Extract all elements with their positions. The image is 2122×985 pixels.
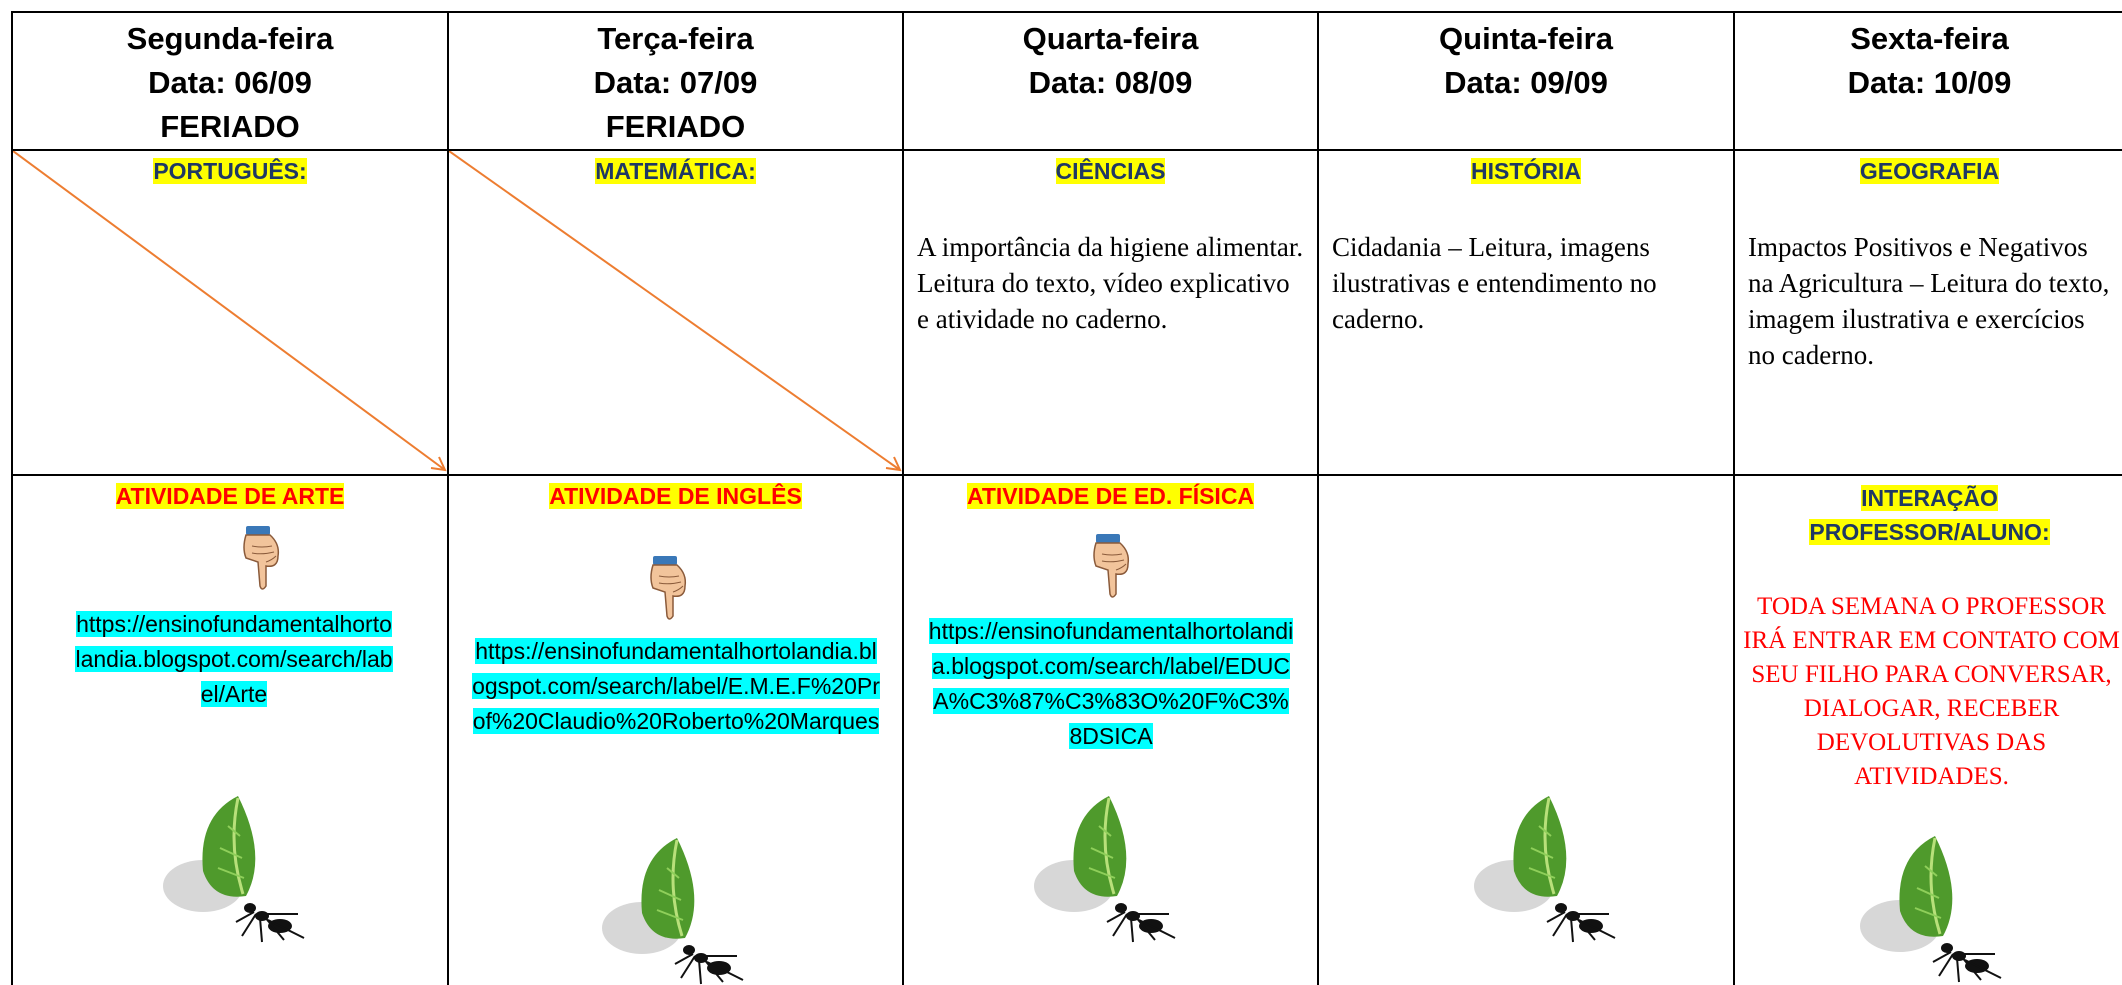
subject-label: HISTÓRIA	[1320, 156, 1732, 186]
activity-row: ATIVIDADE DE ARTE https://ensinofundamen…	[11, 474, 2122, 985]
subject-cell: MATEMÁTICA:	[447, 149, 904, 476]
pointing-hand-icon	[1088, 534, 1134, 600]
activity-cell: ATIVIDADE DE INGLÊS https://ensinofundam…	[447, 474, 904, 985]
description: Cidadania – Leitura, imagens ilustrativa…	[1332, 232, 1657, 334]
note: FERIADO	[605, 109, 746, 144]
description: A importância da higiene alimentar. Leit…	[917, 232, 1304, 334]
day: Sexta-feira	[1850, 21, 2009, 56]
pointing-hand-icon	[238, 526, 284, 592]
activity-cell: ATIVIDADE DE ED. FÍSICA https://ensinofu…	[902, 474, 1319, 985]
subject-label: MATEMÁTICA:	[450, 156, 901, 186]
activity-label: ATIVIDADE DE ED. FÍSICA	[905, 481, 1316, 511]
link-block: https://ensinofundamentalhortolandia.blo…	[471, 634, 881, 739]
activity-cell: ATIVIDADE DE ARTE https://ensinofundamen…	[11, 474, 449, 985]
subject: PORTUGUÊS:	[153, 158, 307, 184]
subject-cell: HISTÓRIA Cidadania – Leitura, imagens il…	[1317, 149, 1735, 476]
subject-label: PORTUGUÊS:	[14, 156, 446, 186]
date: Data: 09/09	[1444, 65, 1608, 100]
activity-label: INTERAÇÃO PROFESSOR/ALUNO:	[1795, 481, 2064, 549]
activity-label: ATIVIDADE DE INGLÊS	[450, 481, 901, 511]
link: https://ensinofundamentalhortolandia.blo…	[472, 638, 880, 734]
subject: GEOGRAFIA	[1859, 158, 2000, 184]
activity: ATIVIDADE DE INGLÊS	[549, 483, 802, 509]
ant-leaf-image	[158, 786, 308, 946]
subject-cell: CIÊNCIAS A importância da higiene alimen…	[902, 149, 1319, 476]
link: https://ensinofundamentalhortolandia.blo…	[75, 611, 393, 707]
link-block: https://ensinofundamentalhortolandia.blo…	[928, 614, 1294, 754]
activity-cell: INTERAÇÃO PROFESSOR/ALUNO: TODA SEMANA O…	[1733, 474, 2122, 985]
pointing-hand-icon	[645, 556, 691, 622]
subject: MATEMÁTICA:	[595, 158, 756, 184]
subject-row: PORTUGUÊS: MATEMÁTICA: CIÊNCIAS A import…	[11, 149, 2122, 476]
schedule-table: Segunda-feira Data: 06/09 FERIADO Terça-fe…	[11, 11, 2122, 985]
day: Quinta-feira	[1439, 21, 1613, 56]
header-cell: Quarta-feira Data: 08/09	[902, 11, 1319, 151]
activity: ATIVIDADE DE ED. FÍSICA	[966, 483, 1255, 509]
day: Segunda-feira	[126, 21, 334, 56]
header-cell: Terça-feira Data: 07/09 FERIADO	[447, 11, 904, 151]
strike-arrow	[450, 152, 901, 472]
header-cell: Sexta-feira Data: 10/09	[1733, 11, 2122, 151]
activity: INTERAÇÃO PROFESSOR/ALUNO:	[1809, 485, 2050, 545]
subject: CIÊNCIAS	[1055, 158, 1166, 184]
message: TODA SEMANA O PROFESSOR IRÁ ENTRAR EM CO…	[1743, 593, 2120, 790]
date: Data: 06/09	[148, 65, 312, 100]
header-cell: Quinta-feira Data: 09/09	[1317, 11, 1735, 151]
subject-label: GEOGRAFIA	[1736, 156, 2122, 186]
header-row: Segunda-feira Data: 06/09 FERIADO Terça-fe…	[11, 11, 2122, 151]
date: Data: 10/09	[1847, 65, 2012, 100]
subject-cell: GEOGRAFIA Impactos Positivos e Negativos…	[1733, 149, 2122, 476]
subject-cell: PORTUGUÊS:	[11, 149, 449, 476]
date: Data: 07/09	[593, 65, 758, 100]
ant-leaf-image	[1855, 826, 2005, 985]
subject-label: CIÊNCIAS	[905, 156, 1316, 186]
ant-leaf-image	[1469, 786, 1619, 946]
activity-label: ATIVIDADE DE ARTE	[14, 481, 446, 511]
ant-leaf-image	[1029, 786, 1179, 946]
description: Impactos Positivos e Negativos na Agricu…	[1748, 232, 2110, 370]
link: https://ensinofundamentalhortolandia.blo…	[928, 618, 1294, 749]
note: FERIADO	[160, 109, 300, 144]
activity-cell	[1317, 474, 1735, 985]
date: Data: 08/09	[1028, 65, 1193, 100]
day: Terça-feira	[597, 21, 754, 56]
day: Quarta-feira	[1022, 21, 1199, 56]
subject: HISTÓRIA	[1471, 158, 1581, 184]
link-block: https://ensinofundamentalhortolandia.blo…	[75, 607, 393, 712]
strike-arrow	[14, 152, 446, 472]
ant-leaf-image	[597, 828, 747, 985]
activity: ATIVIDADE DE ARTE	[115, 483, 345, 509]
header-cell: Segunda-feira Data: 06/09 FERIADO	[11, 11, 449, 151]
